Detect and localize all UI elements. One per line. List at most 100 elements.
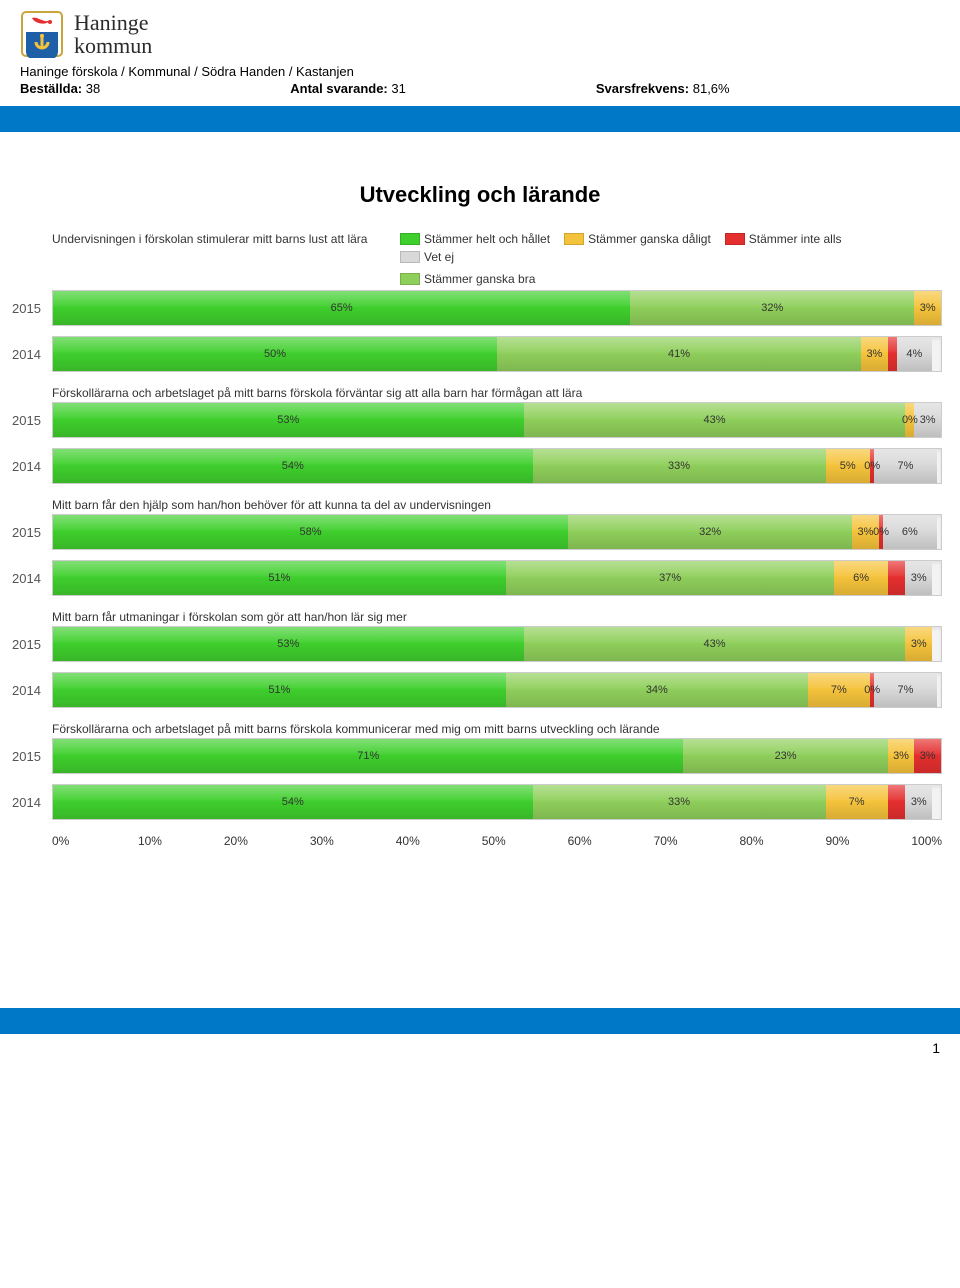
org-name: Haninge kommun — [74, 11, 152, 57]
segment-label: 0% — [864, 460, 880, 472]
bar-segment-bra: 33% — [533, 785, 826, 819]
bar-segment-dalig: 3% — [888, 739, 915, 773]
year-label: 2015 — [12, 525, 52, 540]
segment-label: 3% — [893, 750, 909, 762]
legend-label: Stämmer ganska bra — [424, 272, 535, 286]
bar-track: 51% 34% 7% 0% 7% — [52, 672, 942, 708]
segment-label: 23% — [775, 750, 797, 762]
bar-segment-dalig: 3% — [905, 627, 932, 661]
bar-row: 201571%23%3%3% — [12, 738, 942, 774]
legend-swatch — [564, 233, 584, 245]
x-axis: 0%10%20%30%40%50%60%70%80%90%100% — [52, 834, 942, 848]
bar-segment-bra: 41% — [497, 337, 861, 371]
bar-segment-helt: 54% — [53, 785, 533, 819]
axis-tick: 50% — [482, 834, 568, 848]
segment-label: 65% — [331, 302, 353, 314]
year-label: 2014 — [12, 571, 52, 586]
segment-label: 0% — [864, 684, 880, 696]
year-label: 2015 — [12, 301, 52, 316]
bar-segment-dalig: 3% — [914, 291, 941, 325]
municipality-logo-icon — [20, 10, 64, 58]
segment-label: 7% — [849, 796, 865, 808]
bar-segment-inte — [888, 337, 897, 371]
stat-frekvens: Svarsfrekvens: 81,6% — [596, 81, 730, 96]
legend-item: Vet ej — [400, 250, 454, 264]
bar-track: 54%33% 7% 3% — [52, 784, 942, 820]
legend-item: Stämmer ganska dåligt — [564, 232, 711, 246]
legend-swatch — [400, 233, 420, 245]
bar-row: 201558%32%3%0%6% — [12, 514, 942, 550]
segment-label: 7% — [898, 684, 914, 696]
year-label: 2015 — [12, 413, 52, 428]
segment-label: 7% — [831, 684, 847, 696]
question-header: Undervisningen i förskolan stimulerar mi… — [52, 232, 902, 286]
segment-label: 4% — [906, 348, 922, 360]
bar-segment-bra: 32% — [630, 291, 914, 325]
segment-label: 51% — [268, 684, 290, 696]
segment-label: 53% — [277, 414, 299, 426]
year-label: 2015 — [12, 749, 52, 764]
bar-segment-bra: 43% — [524, 627, 906, 661]
bar-segment-helt: 58% — [53, 515, 568, 549]
bar-track: 50%41%3%4% — [52, 336, 942, 372]
stacked-bar-chart: Undervisningen i förskolan stimulerar mi… — [12, 232, 942, 848]
segment-label: 3% — [911, 796, 927, 808]
segment-label: 32% — [699, 526, 721, 538]
segment-label: 3% — [920, 302, 936, 314]
year-label: 2014 — [12, 795, 52, 810]
logo-block: Haninge kommun — [20, 10, 940, 58]
segment-label: 53% — [277, 638, 299, 650]
bar-row: 201454%33% 7% 3% — [12, 784, 942, 820]
page-header: Haninge kommun Haninge förskola / Kommun… — [0, 0, 960, 100]
legend-swatch — [400, 273, 420, 285]
segment-label: 54% — [282, 460, 304, 472]
chart-title: Utveckling och lärande — [0, 182, 960, 208]
segment-label: 0% — [902, 414, 918, 426]
bar-segment-helt: 65% — [53, 291, 630, 325]
bar-segment-vetej: 7% — [874, 673, 936, 707]
segment-label: 3% — [866, 348, 882, 360]
bar-track: 53% 43%3% — [52, 626, 942, 662]
bar-track: 71%23%3%3% — [52, 738, 942, 774]
axis-tick: 10% — [138, 834, 224, 848]
bar-segment-helt: 71% — [53, 739, 683, 773]
axis-tick: 90% — [825, 834, 911, 848]
axis-tick: 0% — [52, 834, 138, 848]
bar-segment-dalig: 7% — [808, 673, 870, 707]
bar-track: 51%37%6%3% — [52, 560, 942, 596]
bar-segment-helt: 53% — [53, 403, 524, 437]
bar-track: 53%43%0%3% — [52, 402, 942, 438]
breadcrumb: Haninge förskola / Kommunal / Södra Hand… — [20, 64, 940, 79]
segment-label: 34% — [646, 684, 668, 696]
bar-segment-helt: 51% — [53, 561, 506, 595]
segment-label: 3% — [920, 414, 936, 426]
bar-segment-dalig: 0% — [905, 403, 914, 437]
chart-legend: Stämmer helt och hålletStämmer ganska då… — [400, 232, 902, 286]
stat-svarande: Antal svarande: 31 — [290, 81, 406, 96]
bar-segment-helt: 54% — [53, 449, 533, 483]
question-text: Förskollärarna och arbetslaget på mitt b… — [52, 386, 902, 400]
stats-line: Beställda: 38 Antal svarande: 31 Svarsfr… — [20, 81, 940, 96]
legend-label: Stämmer inte alls — [749, 232, 842, 246]
segment-label: 71% — [357, 750, 379, 762]
bar-segment-bra: 33% — [533, 449, 826, 483]
bar-segment-bra: 23% — [683, 739, 887, 773]
stat-bestallda: Beställda: 38 — [20, 81, 100, 96]
bar-segment-dalig: 6% — [834, 561, 887, 595]
bar-segment-bra: 32% — [568, 515, 852, 549]
segment-label: 6% — [853, 572, 869, 584]
legend-label: Stämmer ganska dåligt — [588, 232, 711, 246]
question-text: Mitt barn får den hjälp som han/hon behö… — [52, 498, 902, 512]
bar-row: 2015 65% 32% 3% — [12, 290, 942, 326]
segment-label: 37% — [659, 572, 681, 584]
legend-swatch — [400, 251, 420, 263]
segment-label: 41% — [668, 348, 690, 360]
legend-item: Stämmer ganska bra — [400, 272, 535, 286]
page-number: 1 — [0, 1034, 960, 1066]
bar-segment-vetej: 7% — [874, 449, 936, 483]
bar-row: 2014 51% 34% 7% 0% 7% — [12, 672, 942, 708]
year-label: 2014 — [12, 683, 52, 698]
footer-bar: 2015-05-22 — [0, 1008, 960, 1034]
question-text: Undervisningen i förskolan stimulerar mi… — [52, 232, 382, 246]
bar-segment-inte — [888, 561, 906, 595]
